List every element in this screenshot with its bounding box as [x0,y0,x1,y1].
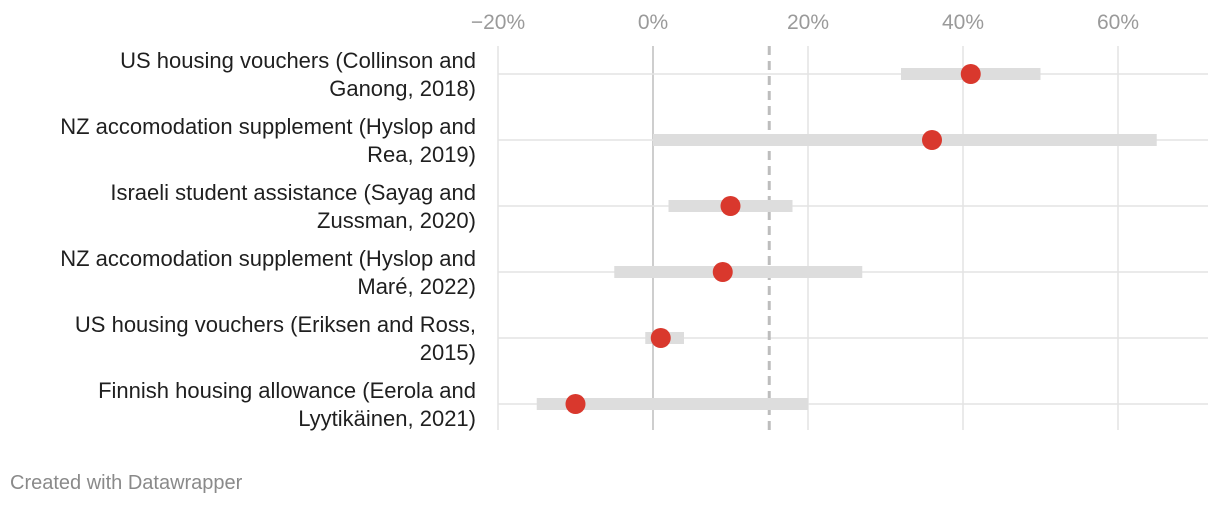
row-labels: US housing vouchers (Collinson and Ganong… [60,48,476,431]
row-label: NZ accomodation supplement (Hyslop and Ma… [60,246,476,299]
value-dot [565,394,586,414]
x-tick-label: −20% [471,11,525,34]
range-bar [653,134,1157,146]
range-bar [614,266,863,278]
row-label-line: NZ accomodation supplement (Hyslop and [60,246,476,271]
row-label: US housing vouchers (Collinson and Ganong… [120,48,476,101]
row-label-line: Rea, 2019) [367,142,476,167]
row-label-line: Ganong, 2018) [329,76,476,101]
row-label-line: US housing vouchers (Collinson and [120,48,476,73]
row-label-line: Israeli student assistance (Sayag and [110,180,476,205]
range-bar [536,398,808,410]
row-label-line: 2015) [420,340,476,365]
row-label-line: Maré, 2022) [357,274,476,299]
value-dot [650,328,671,348]
value-dot [712,262,733,282]
row-label: Finnish housing allowance (Eerola and Lyy… [98,378,476,431]
value-dot [960,64,981,84]
row-label: Israeli student assistance (Sayag and Zus… [110,180,476,233]
row-label: NZ accomodation supplement (Hyslop and Re… [60,114,476,167]
row-label: US housing vouchers (Eriksen and Ross, 20… [75,312,476,365]
x-tick-label: 20% [787,11,829,34]
x-tick-label: 40% [942,11,984,34]
x-tick-label: 60% [1097,11,1139,34]
range-dot-chart: −20% 0% 20% 40% 60% US housing vouchers (Col… [60,11,1208,431]
value-dots [565,64,981,414]
row-label-line: Zussman, 2020) [317,208,476,233]
range-bars [536,68,1157,410]
value-dot [922,130,942,150]
value-dot [720,196,741,216]
row-label-line: US housing vouchers (Eriksen and Ross, [75,312,476,337]
row-label-line: Finnish housing allowance (Eerola and [98,378,476,403]
footer-credit: Created with Datawrapper [10,472,243,494]
row-label-line: NZ accomodation supplement (Hyslop and [60,114,476,139]
row-label-line: Lyytikäinen, 2021) [298,406,476,431]
gridlines [497,46,1208,430]
x-tick-label: 0% [638,11,668,34]
x-axis-ticks: −20% 0% 20% 40% 60% [471,11,1139,34]
